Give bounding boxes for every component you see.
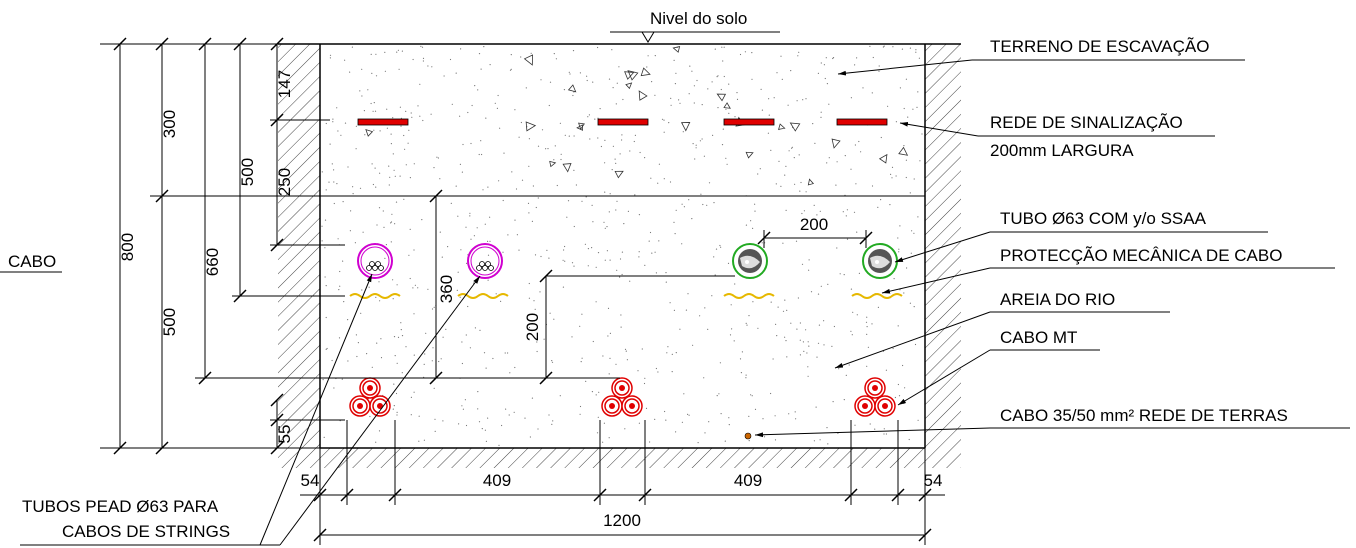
dim-54-right: 54 [924, 471, 943, 490]
dim-147: 147 [275, 70, 294, 98]
label-pead-line1: TUBOS PEAD Ø63 PARA [22, 497, 219, 516]
earth-cable-dot [745, 433, 751, 439]
dim-409-left: 409 [483, 471, 511, 490]
label-signal-net: REDE DE SINALIZAÇÃO [990, 113, 1183, 132]
label-protection: PROTECÇÃO MECÂNICA DE CABO [1000, 246, 1282, 265]
label-pead-line2: CABOS DE STRINGS [62, 522, 230, 541]
dim-55: 55 [275, 425, 294, 444]
dim-360: 360 [437, 275, 456, 303]
dim-409-right: 409 [734, 471, 762, 490]
dim-660: 660 [203, 248, 222, 276]
dim-1200: 1200 [603, 511, 641, 530]
dim-200-horizontal: 200 [800, 215, 828, 234]
dim-300: 300 [160, 110, 179, 138]
label-sand: AREIA DO RIO [1000, 290, 1115, 309]
dim-200-vertical: 200 [523, 313, 542, 341]
ground-level-marker: Nivel do solo [610, 9, 780, 42]
aux-tube-right [863, 244, 897, 278]
label-tube: TUBO Ø63 COM y/o SSAA [1000, 209, 1207, 228]
label-earth-cable: CABO 35/50 mm² REDE DE TERRAS [1000, 406, 1288, 425]
label-mv-cable: CABO MT [1000, 328, 1077, 347]
dim-500-lower: 500 [160, 308, 179, 336]
label-left-cut: CABO [8, 252, 56, 271]
dim-250: 250 [275, 168, 294, 196]
label-signal-width: 200mm LARGURA [990, 141, 1134, 160]
dim-800: 800 [118, 233, 137, 261]
label-excavation: TERRENO DE ESCAVAÇÃO [990, 37, 1209, 56]
dim-54-left: 54 [301, 471, 320, 490]
aux-tube-left [733, 244, 767, 278]
dim-500-upper: 500 [238, 158, 257, 186]
ground-level-label: Nivel do solo [650, 9, 747, 28]
